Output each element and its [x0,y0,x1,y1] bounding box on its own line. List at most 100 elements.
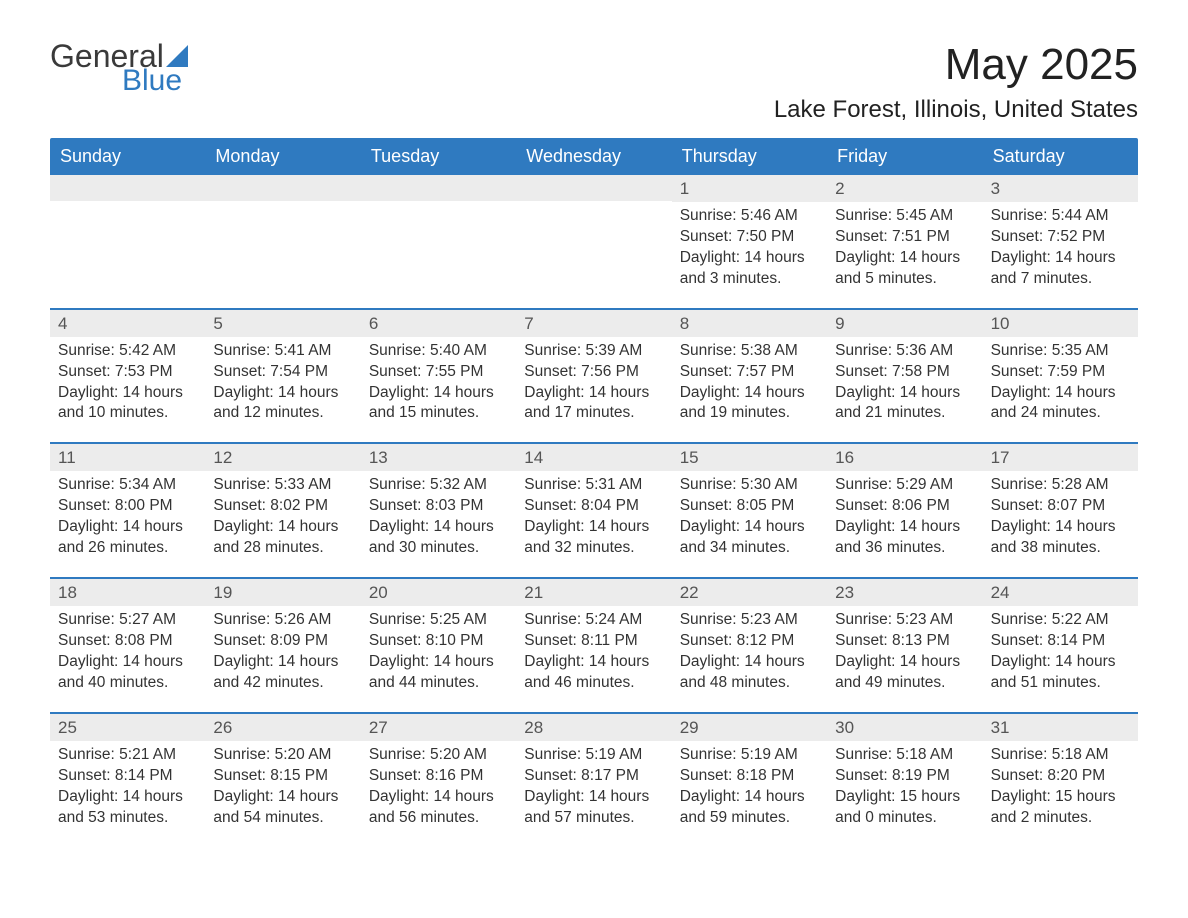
day-number: 10 [983,310,1138,337]
day-number: 11 [50,444,205,471]
sunset-text: Sunset: 8:11 PM [524,631,663,652]
sunset-text: Sunset: 8:16 PM [369,766,508,787]
daylight-text: Daylight: 14 hours and 28 minutes. [213,517,352,559]
day-number: 9 [827,310,982,337]
day-cell: 7 Sunrise: 5:39 AMSunset: 7:56 PMDaylight… [516,310,671,443]
daylight-text: Daylight: 14 hours and 57 minutes. [524,787,663,829]
daylight-text: Daylight: 14 hours and 53 minutes. [58,787,197,829]
sunset-text: Sunset: 7:52 PM [991,227,1130,248]
sunrise-text: Sunrise: 5:34 AM [58,475,197,496]
day-body: Sunrise: 5:19 AMSunset: 8:17 PMDaylight:… [516,745,671,829]
day-cell [205,175,360,308]
daylight-text: Daylight: 14 hours and 46 minutes. [524,652,663,694]
day-cell: 6Sunrise: 5:40 AMSunset: 7:55 PMDaylight… [361,310,516,443]
sunrise-text: Sunrise: 5:20 AM [213,745,352,766]
day-body: Sunrise: 5:21 AMSunset: 8:14 PMDaylight:… [50,745,205,829]
day-number: 29 [672,714,827,741]
daylight-text: Daylight: 15 hours and 2 minutes. [991,787,1130,829]
day-cell [361,175,516,308]
sunrise-text: Sunrise: 5:27 AM [58,610,197,631]
day-cell: 3Sunrise: 5:44 AMSunset: 7:52 PMDaylight… [983,175,1138,308]
day-number: 13 [361,444,516,471]
day-body: Sunrise: 5:30 AMSunset: 8:05 PMDaylight:… [672,475,827,559]
day-number: 20 [361,579,516,606]
month-title: May 2025 [774,40,1138,90]
daylight-text: Daylight: 14 hours and 24 minutes. [991,383,1130,425]
day-body: Sunrise: 5:39 AMSunset: 7:56 PMDaylight:… [516,341,671,425]
day-cell [516,175,671,308]
sunset-text: Sunset: 8:00 PM [58,496,197,517]
title-block: May 2025 Lake Forest, Illinois, United S… [774,40,1138,124]
logo-word2: Blue [122,66,194,96]
sunrise-text: Sunrise: 5:18 AM [991,745,1130,766]
day-cell: 20Sunrise: 5:25 AMSunset: 8:10 PMDayligh… [361,579,516,712]
daylight-text: Daylight: 14 hours and 48 minutes. [680,652,819,694]
weekday-header: Tuesday [361,138,516,175]
day-body: Sunrise: 5:20 AMSunset: 8:16 PMDaylight:… [361,745,516,829]
day-number: 7 [516,310,671,337]
day-cell: 26Sunrise: 5:20 AMSunset: 8:15 PMDayligh… [205,714,360,847]
day-cell: 19Sunrise: 5:26 AMSunset: 8:09 PMDayligh… [205,579,360,712]
sunrise-text: Sunrise: 5:46 AM [680,206,819,227]
daylight-text: Daylight: 14 hours and 42 minutes. [213,652,352,694]
daylight-text: Daylight: 14 hours and 5 minutes. [835,248,974,290]
sunrise-text: Sunrise: 5:28 AM [991,475,1130,496]
day-cell: 14Sunrise: 5:31 AMSunset: 8:04 PMDayligh… [516,444,671,577]
weekday-header: Thursday [672,138,827,175]
sunset-text: Sunset: 7:54 PM [213,362,352,383]
day-number: 22 [672,579,827,606]
sunset-text: Sunset: 8:12 PM [680,631,819,652]
sunset-text: Sunset: 8:14 PM [58,766,197,787]
day-number: 15 [672,444,827,471]
sunrise-text: Sunrise: 5:35 AM [991,341,1130,362]
day-body: Sunrise: 5:18 AMSunset: 8:19 PMDaylight:… [827,745,982,829]
sunrise-text: Sunrise: 5:42 AM [58,341,197,362]
day-cell: 18Sunrise: 5:27 AMSunset: 8:08 PMDayligh… [50,579,205,712]
day-number: 21 [516,579,671,606]
day-body: Sunrise: 5:19 AMSunset: 8:18 PMDaylight:… [672,745,827,829]
day-number: 4 [50,310,205,337]
calendar-week: 11Sunrise: 5:34 AMSunset: 8:00 PMDayligh… [50,442,1138,577]
day-number: 28 [516,714,671,741]
weekday-header: Wednesday [516,138,671,175]
day-number: 12 [205,444,360,471]
sunset-text: Sunset: 8:07 PM [991,496,1130,517]
day-cell: 1Sunrise: 5:46 AMSunset: 7:50 PMDaylight… [672,175,827,308]
daylight-text: Daylight: 14 hours and 44 minutes. [369,652,508,694]
sunset-text: Sunset: 8:09 PM [213,631,352,652]
weekday-header: Friday [827,138,982,175]
day-number: 30 [827,714,982,741]
daylight-text: Daylight: 15 hours and 0 minutes. [835,787,974,829]
day-body: Sunrise: 5:45 AMSunset: 7:51 PMDaylight:… [827,206,982,290]
day-cell: 10 Sunrise: 5:35 AMSunset: 7:59 PMDayligh… [983,310,1138,443]
daylight-text: Daylight: 14 hours and 26 minutes. [58,517,197,559]
day-body: Sunrise: 5:23 AMSunset: 8:12 PMDaylight:… [672,610,827,694]
day-number: 8 [672,310,827,337]
day-body: Sunrise: 5:35 AMSunset: 7:59 PMDaylight:… [983,341,1138,425]
day-number [205,175,360,201]
day-cell: 16Sunrise: 5:29 AMSunset: 8:06 PMDayligh… [827,444,982,577]
day-cell: 17Sunrise: 5:28 AMSunset: 8:07 PMDayligh… [983,444,1138,577]
weekday-header: Sunday [50,138,205,175]
day-number [516,175,671,201]
daylight-text: Daylight: 14 hours and 36 minutes. [835,517,974,559]
daylight-text: Daylight: 14 hours and 21 minutes. [835,383,974,425]
sunrise-text: Sunrise: 5:23 AM [680,610,819,631]
sunrise-text: Sunrise: 5:18 AM [835,745,974,766]
sunset-text: Sunset: 8:14 PM [991,631,1130,652]
day-cell: 11 Sunrise: 5:34 AMSunset: 8:00 PMDayligh… [50,444,205,577]
daylight-text: Daylight: 14 hours and 59 minutes. [680,787,819,829]
day-cell: 30 Sunrise: 5:18 AMSunset: 8:19 PMDayligh… [827,714,982,847]
day-body: Sunrise: 5:23 AMSunset: 8:13 PMDaylight:… [827,610,982,694]
day-number: 14 [516,444,671,471]
day-body: Sunrise: 5:32 AMSunset: 8:03 PMDaylight:… [361,475,516,559]
calendar: SundayMondayTuesdayWednesdayThursdayFrid… [50,138,1138,846]
sunset-text: Sunset: 7:53 PM [58,362,197,383]
daylight-text: Daylight: 14 hours and 12 minutes. [213,383,352,425]
day-body: Sunrise: 5:42 AMSunset: 7:53 PMDaylight:… [50,341,205,425]
day-body: Sunrise: 5:36 AMSunset: 7:58 PMDaylight:… [827,341,982,425]
day-body: Sunrise: 5:33 AMSunset: 8:02 PMDaylight:… [205,475,360,559]
page-header: General Blue May 2025 Lake Forest, Illin… [50,40,1138,124]
daylight-text: Daylight: 14 hours and 38 minutes. [991,517,1130,559]
day-body: Sunrise: 5:40 AMSunset: 7:55 PMDaylight:… [361,341,516,425]
